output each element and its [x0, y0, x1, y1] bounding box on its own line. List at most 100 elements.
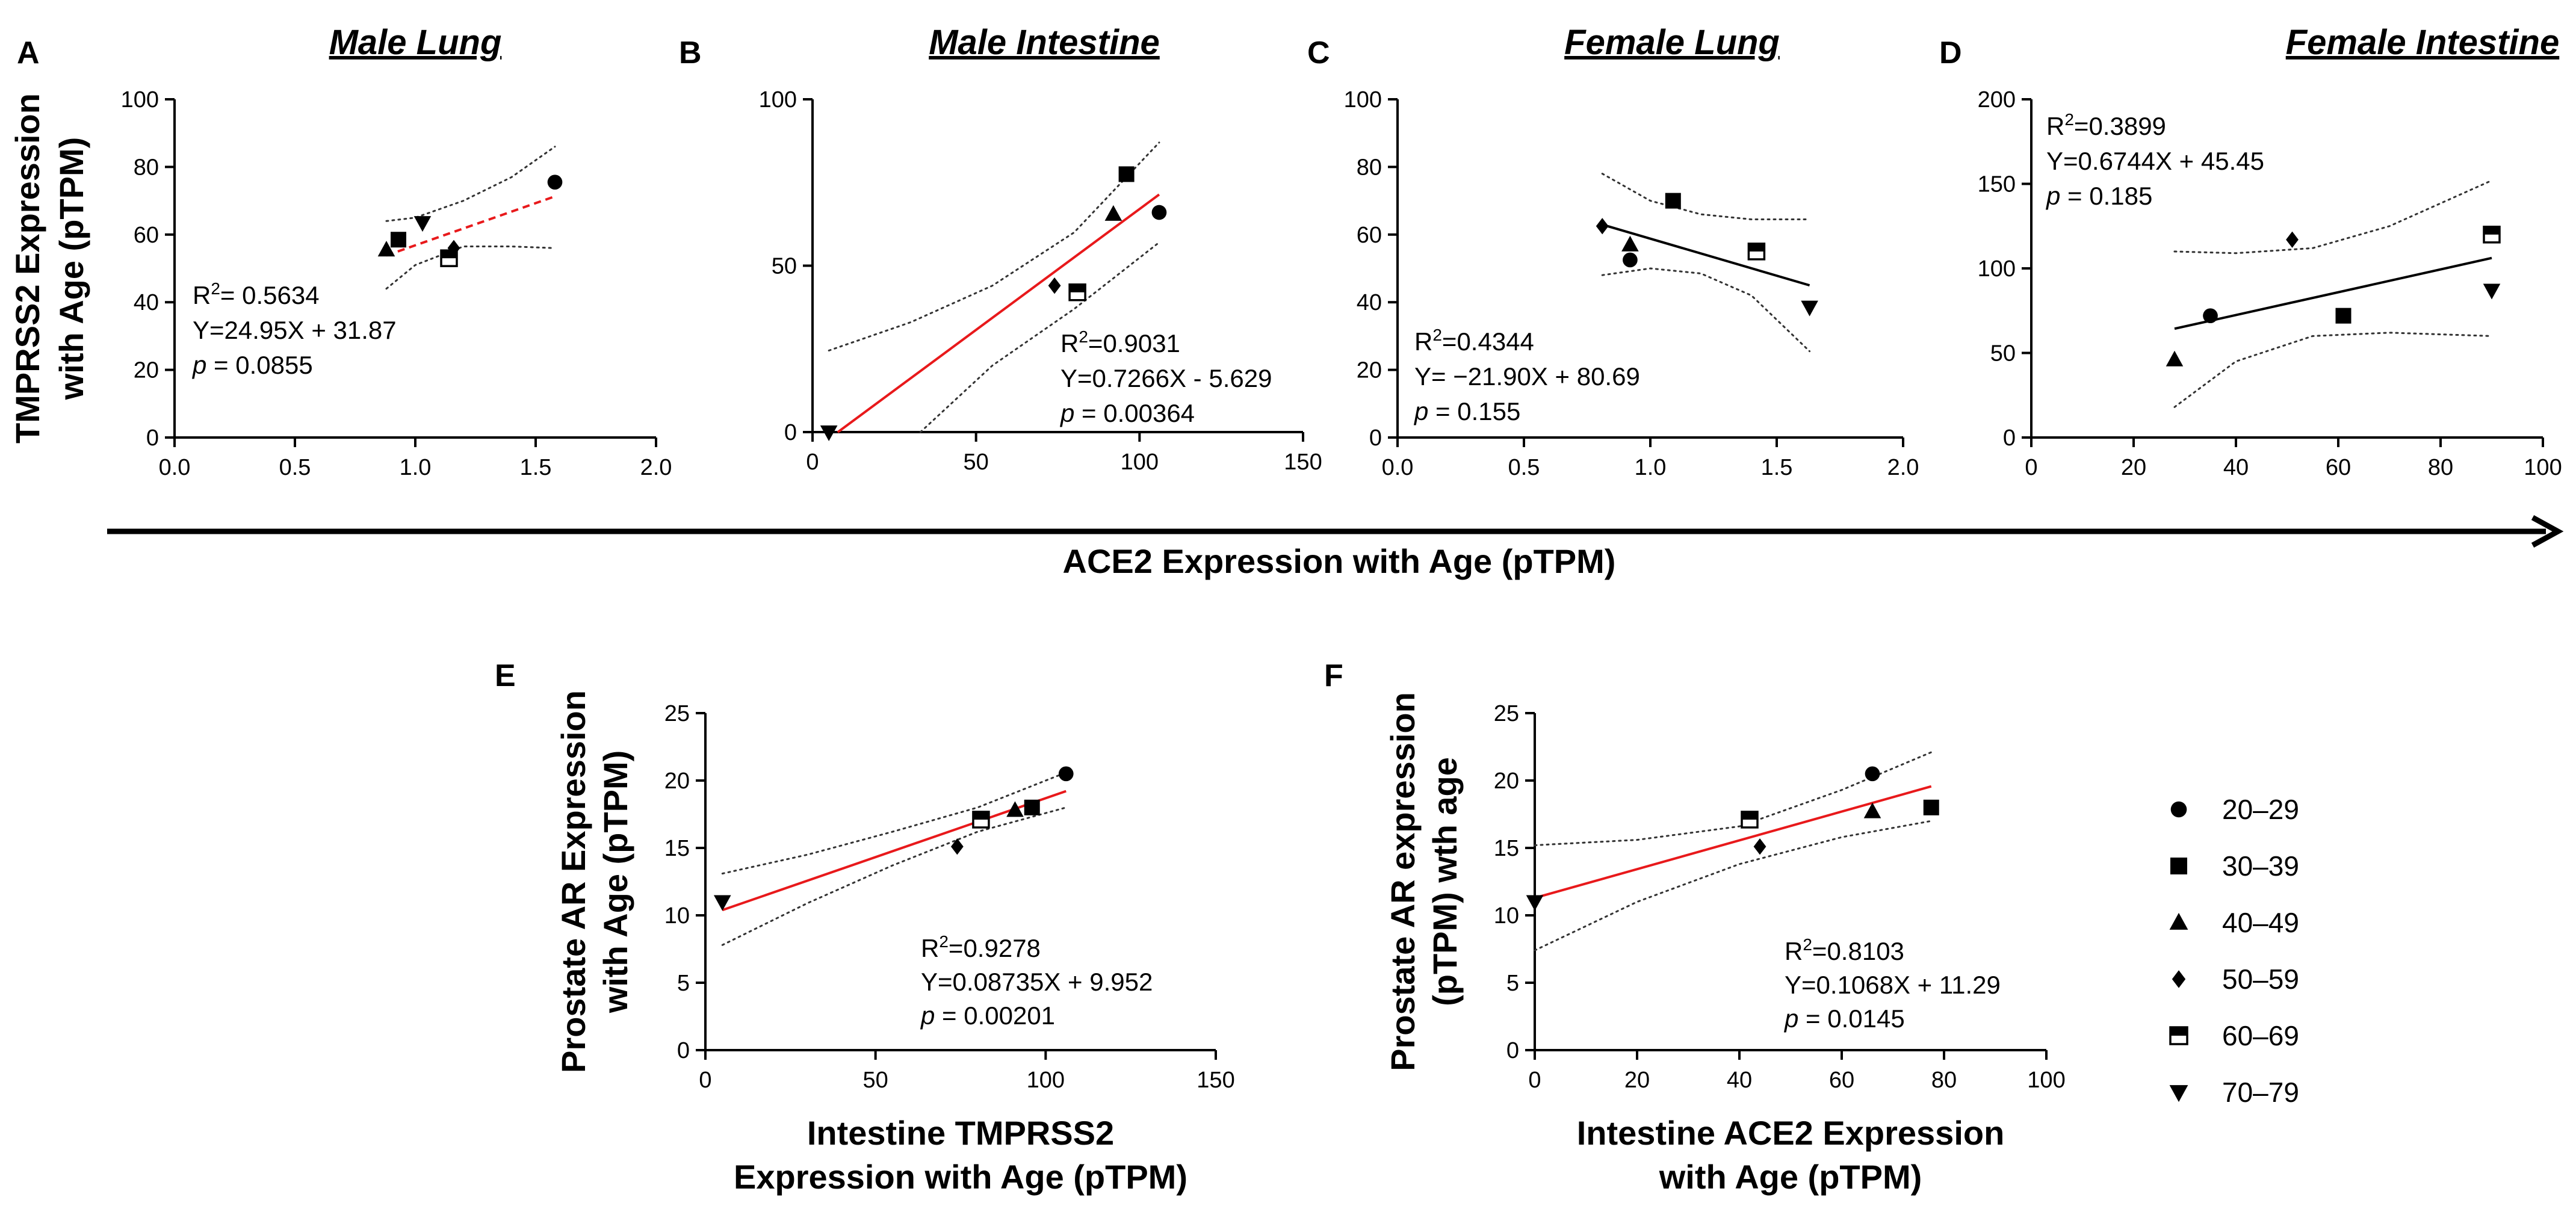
superscript-two: 2 [211, 279, 220, 298]
legend-item-1: 20–29 [2170, 794, 2299, 825]
panel-e-ci-upper-band [721, 772, 1067, 875]
panel-c-y-tick-label: 0 [1369, 425, 1382, 451]
panel-d-x-tick-label: 0 [2025, 455, 2037, 480]
panel-c-ci-lower-band [1601, 267, 1811, 353]
panel-f-y-tick-label: 20 [1494, 768, 1519, 794]
r-squared-symbol: R [1414, 327, 1432, 356]
panel-a-letter: A [17, 36, 40, 70]
panel-e-data-point [1006, 801, 1024, 817]
panel-b-p-value: p = 0.00364 [1059, 399, 1195, 427]
legend-marker [2172, 970, 2186, 988]
panel-c-data-point [1747, 243, 1766, 261]
panel-c-data-point [1623, 252, 1638, 268]
r-squared-value: = 0.5634 [220, 281, 320, 309]
panel-d-y-tick-label: 100 [1978, 256, 2016, 282]
panel-e-x-axis-title-line1: Intestine TMPRSS2 [807, 1114, 1114, 1152]
panel-b-data-point [820, 425, 838, 441]
legend-marker [2169, 1085, 2188, 1102]
panel-f-ci-upper-band [1534, 751, 1933, 846]
panel-b-data-point [1068, 283, 1086, 302]
p-value-number: = 0.185 [2060, 182, 2152, 210]
panel-b-x-tick-label: 0 [806, 450, 819, 475]
panel-f-y-tick-label: 10 [1494, 903, 1519, 929]
panel-b-y-tick-label: 50 [772, 254, 797, 279]
panel-a-x-tick-label: 0.0 [159, 455, 191, 480]
marker-top-fill [441, 250, 457, 259]
panel-e-p-value: p = 0.00201 [920, 1001, 1055, 1030]
panel-b-x-tick-label: 100 [1121, 450, 1159, 475]
shared-y-axis-title-line2: with Age (pTPM) [52, 137, 90, 401]
panel-f-data-point [1753, 838, 1766, 855]
panel-d-y-tick-label: 0 [2003, 425, 2016, 451]
panel-f-x-tick-label: 20 [1624, 1068, 1650, 1093]
panel-d-p-value: p = 0.185 [2045, 182, 2152, 210]
panel-c-x-tick-label: 0.5 [1508, 455, 1540, 480]
legend-item-3: 40–49 [2169, 907, 2299, 938]
panel-d-y-tick-label: 200 [1978, 87, 2016, 113]
panel-a-r-squared: R2= 0.5634 [193, 279, 320, 309]
panel-e-y-tick-label: 0 [677, 1038, 690, 1063]
panel-d-data-point [2483, 283, 2501, 300]
panel-e-y-tick-label: 15 [664, 836, 690, 861]
panel-b-regression-line [837, 193, 1160, 433]
panel-f-y-tick-label: 25 [1494, 701, 1519, 726]
panel-d-y-tick-label: 50 [1990, 341, 2016, 366]
p-symbol: p [1413, 397, 1428, 425]
panel-b-y-tick-label: 0 [784, 420, 797, 445]
legend-label: 50–59 [2222, 963, 2299, 995]
panel-d-title: Female Intestine [2286, 23, 2559, 62]
panel-b-title: Male Intestine [929, 23, 1160, 62]
panel-e-data-point [950, 838, 964, 855]
panel-e-y-tick-label: 5 [677, 971, 690, 996]
panel-b-ci-upper-band [828, 141, 1160, 351]
panel-c-letter: C [1307, 36, 1330, 70]
shared-x-axis-title: ACE2 Expression with Age (pTPM) [1063, 542, 1616, 580]
panel-b-y-tick-label: 100 [759, 87, 797, 113]
panel-d-data-point [2286, 231, 2299, 248]
panel-b-data-point [1048, 277, 1061, 294]
r-squared-symbol: R [193, 281, 211, 309]
panel-a-ci-lower-band [385, 246, 556, 290]
p-symbol: p [191, 351, 206, 379]
r-squared-symbol: R [2046, 112, 2064, 140]
panel-c-data-point [1596, 218, 1609, 235]
panel-d-data-point [2203, 308, 2218, 324]
panel-f-y-tick-label: 15 [1494, 836, 1519, 861]
panel-a-data-point [377, 241, 395, 257]
panel-a-y-tick-label: 20 [134, 358, 159, 383]
legend-item-2: 30–39 [2170, 850, 2299, 882]
panel-f-regression-line [1534, 785, 1932, 900]
panel-e-regression-line [722, 790, 1067, 912]
panel-d: D Female Intestine 0 50 100 150 200 0 20 40 60 80 10… [1939, 23, 2562, 480]
panel-d-x-tick-label: 60 [2326, 455, 2351, 480]
superscript-two: 2 [2064, 110, 2074, 129]
panel-f: F 0 5 10 15 20 25 0 20 40 60 80 100 R2=0.8103 Y=0.1068… [1324, 658, 2066, 1196]
panel-f-data-point [1741, 811, 1759, 829]
legend-item-6: 70–79 [2169, 1077, 2299, 1108]
legend-label: 40–49 [2222, 907, 2299, 938]
marker-top-fill [2484, 226, 2500, 235]
legend-item-4: 50–59 [2172, 963, 2299, 995]
panel-d-x-tick-label: 40 [2223, 455, 2249, 480]
p-symbol: p [920, 1001, 935, 1030]
legend-marker [2170, 858, 2187, 874]
panel-e: E 0 5 10 15 20 25 0 50 100 150 R2=0.9278 Y=0.08735X … [495, 658, 1235, 1196]
legend-label: 20–29 [2222, 794, 2299, 825]
panel-e-data-point [713, 895, 731, 911]
panel-f-y-tick-label: 5 [1506, 971, 1519, 996]
r-squared-value: =0.3899 [2074, 112, 2166, 140]
panel-b-data-point [1118, 166, 1135, 182]
superscript-two: 2 [1079, 327, 1088, 346]
panel-d-x-tick-label: 20 [2121, 455, 2146, 480]
panel-c-p-value: p = 0.155 [1413, 397, 1520, 425]
panel-f-x-tick-label: 40 [1727, 1068, 1752, 1093]
r-squared-value: =0.8103 [1812, 937, 1904, 965]
panel-c-data-point [1621, 235, 1639, 252]
marker-top-fill [1742, 811, 1757, 820]
panel-e-data-point [1058, 766, 1074, 782]
p-value-number: = 0.00364 [1074, 399, 1195, 427]
panel-f-r-squared: R2=0.8103 [1785, 935, 1904, 965]
panel-f-y-axis-title-line1: Prostate AR expression [1384, 692, 1422, 1071]
